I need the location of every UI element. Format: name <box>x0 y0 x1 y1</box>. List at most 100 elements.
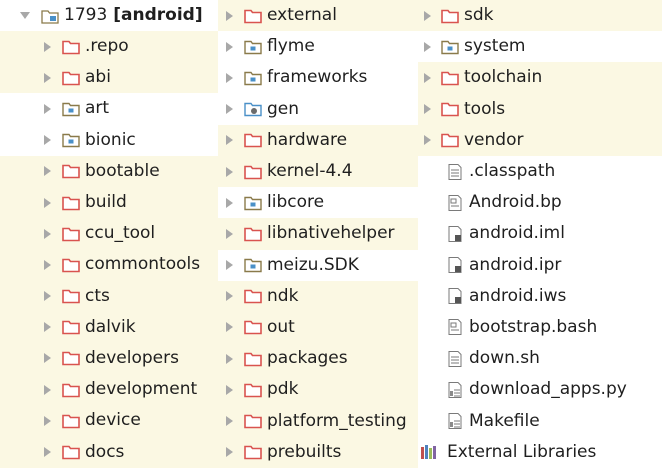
expand-arrow-icon[interactable] <box>226 322 233 333</box>
tree-item-libcore[interactable]: libcore <box>218 187 418 218</box>
expand-arrow-icon[interactable] <box>226 447 233 458</box>
tree-item-cts[interactable]: cts <box>0 280 218 312</box>
tree-item-android-iws[interactable]: android.iws <box>418 281 662 312</box>
expand-arrow-icon[interactable] <box>226 416 233 427</box>
expand-arrow-icon[interactable] <box>424 104 431 115</box>
tree-item-bootstrap-bash[interactable]: bootstrap.bash <box>418 312 662 343</box>
expand-arrow-icon[interactable] <box>226 260 233 271</box>
folder-icon <box>62 195 80 211</box>
tree-item-external-libraries[interactable]: External Libraries <box>418 437 662 468</box>
tree-item-bionic[interactable]: bionic <box>0 125 218 156</box>
expand-arrow-icon[interactable] <box>44 291 51 302</box>
project-root-row[interactable]: 1793 [android] <box>0 0 218 31</box>
expand-arrow-icon[interactable] <box>226 72 233 83</box>
expand-arrow-icon[interactable] <box>226 135 233 146</box>
tree-item-label: kernel-4.4 <box>267 161 353 182</box>
tree-item-download-apps-py[interactable]: download_apps.py <box>418 374 662 405</box>
tree-item-art[interactable]: art <box>0 93 218 124</box>
tree-item-abi[interactable]: abi <box>0 62 218 94</box>
expand-arrow-icon[interactable] <box>20 12 30 19</box>
expand-arrow-icon[interactable] <box>44 447 51 458</box>
tree-item-docs[interactable]: docs <box>0 436 218 468</box>
tree-item-android-ipr[interactable]: android.ipr <box>418 250 662 281</box>
expand-arrow-icon[interactable] <box>226 10 233 21</box>
tree-item-device[interactable]: device <box>0 405 218 437</box>
expand-arrow-icon[interactable] <box>226 228 233 239</box>
expand-arrow-icon[interactable] <box>44 72 51 83</box>
tree-item-vendor[interactable]: vendor <box>418 124 662 156</box>
tree-item-hardware[interactable]: hardware <box>218 124 418 156</box>
expand-arrow-icon[interactable] <box>44 322 51 333</box>
tree-item-down-sh[interactable]: down.sh <box>418 343 662 374</box>
module-folder-icon <box>244 70 262 86</box>
tree-item-gen[interactable]: gen <box>218 94 418 125</box>
tree-item-platform-testing[interactable]: platform_testing <box>218 405 418 437</box>
tree-item-android-bp[interactable]: Android.bp <box>418 187 662 218</box>
expand-arrow-icon[interactable] <box>226 197 233 208</box>
expand-arrow-icon[interactable] <box>226 166 233 177</box>
expand-arrow-icon[interactable] <box>44 197 51 208</box>
tree-item-bootable[interactable]: bootable <box>0 155 218 187</box>
script-file-icon <box>446 381 464 398</box>
folder-icon <box>244 319 262 335</box>
expand-arrow-icon[interactable] <box>44 228 51 239</box>
expand-arrow-icon[interactable] <box>226 384 233 395</box>
tree-item-label: abi <box>85 67 111 88</box>
tree-item-kernel-4-4[interactable]: kernel-4.4 <box>218 155 418 188</box>
tree-item-label: down.sh <box>469 348 540 369</box>
expand-arrow-icon[interactable] <box>44 415 51 426</box>
expand-arrow-icon[interactable] <box>424 135 431 146</box>
tree-item-makefile[interactable]: Makefile <box>418 405 662 436</box>
tree-item-out[interactable]: out <box>218 311 418 344</box>
expand-arrow-icon[interactable] <box>424 10 431 21</box>
expand-arrow-icon[interactable] <box>44 41 51 52</box>
expand-arrow-icon[interactable] <box>226 41 233 52</box>
expand-arrow-icon[interactable] <box>226 291 233 302</box>
tree-column-1: 1793 [android] .repo abi art bionic bootable… <box>0 0 218 468</box>
expand-arrow-icon[interactable] <box>44 259 51 270</box>
project-module-name: [android] <box>113 5 203 25</box>
expand-arrow-icon[interactable] <box>226 104 233 115</box>
tree-item-toolchain[interactable]: toolchain <box>418 62 662 94</box>
tree-item-external[interactable]: external <box>218 0 418 32</box>
expand-arrow-icon[interactable] <box>44 384 51 395</box>
tree-item-commontools[interactable]: commontools <box>0 249 218 281</box>
tree-item-frameworks[interactable]: frameworks <box>218 62 418 93</box>
tree-item-dalvik[interactable]: dalvik <box>0 311 218 343</box>
tree-item-system[interactable]: system <box>418 31 662 62</box>
expand-arrow-icon[interactable] <box>226 353 233 364</box>
expand-arrow-icon[interactable] <box>44 103 51 114</box>
tree-item-ccu-tool[interactable]: ccu_tool <box>0 218 218 250</box>
tree-item-libnativehelper[interactable]: libnativehelper <box>218 218 418 250</box>
tree-item-meizu-sdk[interactable]: meizu.SDK <box>218 250 418 281</box>
folder-icon <box>62 444 80 460</box>
expand-arrow-icon[interactable] <box>44 166 51 177</box>
tree-item-packages[interactable]: packages <box>218 343 418 375</box>
tree-item-prebuilts[interactable]: prebuilts <box>218 436 418 468</box>
tree-item-label: download_apps.py <box>469 379 627 400</box>
tree-item-classpath[interactable]: .classpath <box>418 156 662 187</box>
folder-icon <box>62 163 80 179</box>
tree-item-flyme[interactable]: flyme <box>218 31 418 62</box>
folder-icon <box>244 226 262 242</box>
tree-item-sdk[interactable]: sdk <box>418 0 662 32</box>
tree-item-label: .classpath <box>469 161 556 182</box>
tree-item-tools[interactable]: tools <box>418 93 662 125</box>
folder-icon <box>244 8 262 24</box>
tree-item-android-iml[interactable]: android.iml <box>418 218 662 249</box>
tree-item-label: flyme <box>267 36 315 57</box>
expand-arrow-icon[interactable] <box>44 353 51 364</box>
tree-item-ndk[interactable]: ndk <box>218 280 418 312</box>
module-folder-icon <box>244 257 262 273</box>
tree-item-developers[interactable]: developers <box>0 342 218 375</box>
expand-arrow-icon[interactable] <box>44 135 51 146</box>
tree-item-label: packages <box>267 348 348 369</box>
tree-item-label: docs <box>85 441 125 462</box>
tree-item-pdk[interactable]: pdk <box>218 374 418 406</box>
tree-item-build[interactable]: build <box>0 186 218 219</box>
tree-item-repo[interactable]: .repo <box>0 31 218 63</box>
expand-arrow-icon[interactable] <box>424 72 431 83</box>
tree-item-development[interactable]: development <box>0 374 218 406</box>
tree-item-label: libnativehelper <box>267 223 395 244</box>
expand-arrow-icon[interactable] <box>424 41 431 52</box>
